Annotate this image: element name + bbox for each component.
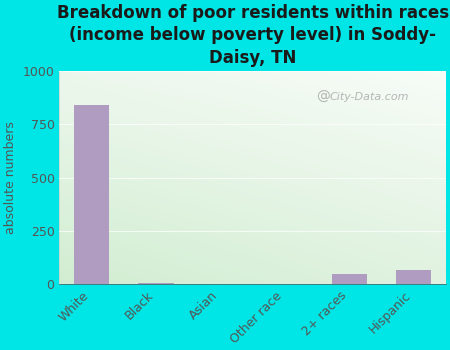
Text: City-Data.com: City-Data.com xyxy=(330,91,410,102)
Bar xyxy=(74,105,109,284)
Bar xyxy=(138,283,174,284)
Bar xyxy=(332,274,367,284)
Bar xyxy=(396,271,432,284)
Y-axis label: absolute numbers: absolute numbers xyxy=(4,121,17,234)
Text: @: @ xyxy=(316,90,330,104)
Title: Breakdown of poor residents within races
(income below poverty level) in Soddy-
: Breakdown of poor residents within races… xyxy=(57,4,449,66)
